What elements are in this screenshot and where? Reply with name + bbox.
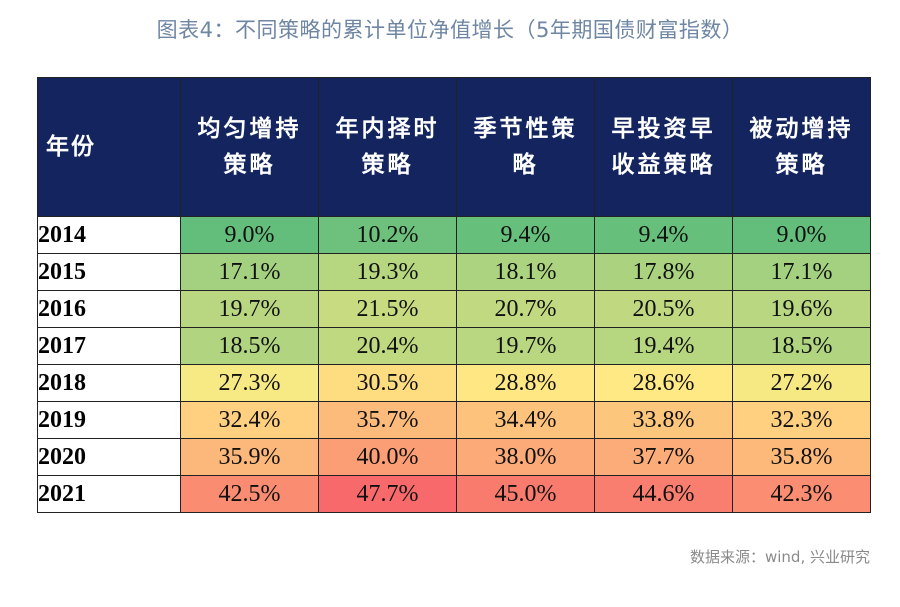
- table-row: 2021 42.5% 47.7% 45.0% 44.6% 42.3%: [37, 475, 871, 513]
- header-line: 年内择时: [335, 116, 440, 142]
- year-label: 2014: [37, 216, 181, 254]
- value-cell: 19.3%: [318, 253, 457, 291]
- header-line: 策略: [223, 152, 276, 178]
- value-cell: 9.4%: [456, 216, 595, 254]
- value-cell: 20.7%: [456, 290, 595, 328]
- source-note: 数据来源：wind, 兴业研究: [689, 548, 870, 566]
- value-cell: 17.8%: [594, 253, 733, 291]
- chart-title: 图表4：不同策略的累计单位净值增长（5年期国债财富指数）: [156, 18, 744, 42]
- year-label: 2016: [37, 290, 181, 328]
- value-cell: 35.8%: [732, 438, 871, 476]
- value-cell: 27.2%: [732, 364, 871, 402]
- header-line: 策略: [361, 152, 414, 178]
- year-label: 2018: [37, 364, 181, 402]
- value-cell: 18.1%: [456, 253, 595, 291]
- value-cell: 19.7%: [456, 327, 595, 365]
- header-row: 年份 均匀增持 策略 年内择时 策略 季节性策 略 早投资早 收益策略 被动增持…: [37, 77, 871, 217]
- table-row: 2014 9.0% 10.2% 9.4% 9.4% 9.0%: [37, 216, 871, 254]
- value-cell: 19.4%: [594, 327, 733, 365]
- value-cell: 20.5%: [594, 290, 733, 328]
- value-cell: 33.8%: [594, 401, 733, 439]
- value-cell: 32.4%: [180, 401, 319, 439]
- header-line: 季节性策: [473, 116, 578, 142]
- header-line: 早投资早: [611, 116, 716, 142]
- year-label: 2021: [37, 475, 181, 513]
- value-cell: 20.4%: [318, 327, 457, 365]
- year-label: 2019: [37, 401, 181, 439]
- value-cell: 35.7%: [318, 401, 457, 439]
- table-body: 2014 9.0% 10.2% 9.4% 9.4% 9.0% 2015 17.1% 19.3% 1…: [37, 216, 871, 513]
- table-row: 2019 32.4% 35.7% 34.4% 33.8% 32.3%: [37, 401, 871, 439]
- value-cell: 28.8%: [456, 364, 595, 402]
- table-row: 2015 17.1% 19.3% 18.1% 17.8% 17.1%: [37, 253, 871, 291]
- value-cell: 34.4%: [456, 401, 595, 439]
- year-label: 2020: [37, 438, 181, 476]
- value-cell: 44.6%: [594, 475, 733, 513]
- value-cell: 30.5%: [318, 364, 457, 402]
- heatmap-table: 年份 均匀增持 策略 年内择时 策略 季节性策 略 早投资早 收益策略 被动增持…: [37, 77, 871, 513]
- strategy-header-timing: 年内择时 策略: [318, 77, 457, 217]
- value-cell: 38.0%: [456, 438, 595, 476]
- strategy-header-early: 早投资早 收益策略: [594, 77, 733, 217]
- value-cell: 9.4%: [594, 216, 733, 254]
- table-row: 2018 27.3% 30.5% 28.8% 28.6% 27.2%: [37, 364, 871, 402]
- table-row: 2017 18.5% 20.4% 19.7% 19.4% 18.5%: [37, 327, 871, 365]
- value-cell: 21.5%: [318, 290, 457, 328]
- value-cell: 19.7%: [180, 290, 319, 328]
- header-line: 略: [512, 152, 539, 178]
- year-label: 2015: [37, 253, 181, 291]
- strategy-header-seasonal: 季节性策 略: [456, 77, 595, 217]
- header-line: 被动增持: [749, 116, 854, 142]
- value-cell: 28.6%: [594, 364, 733, 402]
- value-cell: 10.2%: [318, 216, 457, 254]
- value-cell: 42.5%: [180, 475, 319, 513]
- value-cell: 37.7%: [594, 438, 733, 476]
- value-cell: 17.1%: [732, 253, 871, 291]
- value-cell: 17.1%: [180, 253, 319, 291]
- strategy-header-passive: 被动增持 策略: [732, 77, 871, 217]
- value-cell: 32.3%: [732, 401, 871, 439]
- value-cell: 35.9%: [180, 438, 319, 476]
- value-cell: 9.0%: [732, 216, 871, 254]
- header-line: 收益策略: [611, 152, 716, 178]
- value-cell: 18.5%: [732, 327, 871, 365]
- year-label: 2017: [37, 327, 181, 365]
- header-line: 均匀增持: [197, 116, 302, 142]
- header-line: 策略: [775, 152, 828, 178]
- table-row: 2016 19.7% 21.5% 20.7% 20.5% 19.6%: [37, 290, 871, 328]
- value-cell: 18.5%: [180, 327, 319, 365]
- table-row: 2020 35.9% 40.0% 38.0% 37.7% 35.8%: [37, 438, 871, 476]
- value-cell: 45.0%: [456, 475, 595, 513]
- value-cell: 27.3%: [180, 364, 319, 402]
- value-cell: 47.7%: [318, 475, 457, 513]
- value-cell: 19.6%: [732, 290, 871, 328]
- value-cell: 9.0%: [180, 216, 319, 254]
- value-cell: 40.0%: [318, 438, 457, 476]
- year-column-header: 年份: [37, 77, 181, 217]
- strategy-header-uniform: 均匀增持 策略: [180, 77, 319, 217]
- value-cell: 42.3%: [732, 475, 871, 513]
